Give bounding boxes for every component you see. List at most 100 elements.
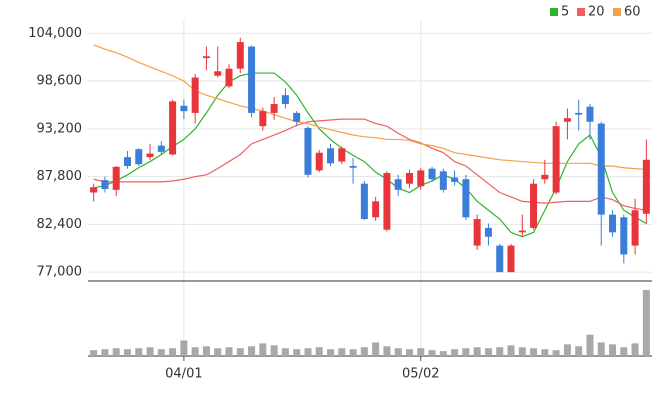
candle-body — [484, 227, 492, 237]
candle-body — [372, 201, 380, 218]
volume-bar — [349, 349, 357, 356]
candle-body — [225, 68, 233, 87]
candle-body — [575, 112, 583, 115]
volume-bar — [180, 340, 188, 356]
volume-bar — [101, 349, 109, 356]
volume-bar — [304, 348, 312, 356]
candle-body — [507, 245, 515, 273]
moving-average-line — [93, 44, 647, 171]
volume-bar — [620, 347, 628, 356]
candle-body — [541, 174, 549, 180]
candle-body — [439, 171, 447, 190]
candle-body — [496, 245, 504, 273]
candle-body — [597, 123, 605, 215]
moving-average-line — [93, 118, 647, 211]
volume-bar — [293, 349, 301, 356]
volume-bar — [236, 348, 244, 356]
candle-body — [428, 168, 436, 180]
volume-bar — [281, 348, 289, 356]
volume-bar — [496, 347, 504, 356]
volume-bar — [405, 349, 413, 356]
volume-bar — [90, 350, 98, 356]
volume-bar — [383, 346, 391, 356]
candle-body — [473, 219, 481, 246]
legend-swatch — [550, 8, 558, 16]
volume-bar — [135, 348, 143, 356]
candle-body — [315, 152, 323, 171]
volume-bar — [462, 348, 470, 356]
volume-bar — [541, 349, 549, 356]
volume-bar — [259, 343, 267, 356]
legend: 5 20 60 — [550, 5, 641, 20]
candle-body — [202, 56, 210, 59]
legend-label: 20 — [588, 5, 605, 20]
candle-body — [293, 112, 301, 122]
volume-bar — [597, 342, 605, 356]
volume-bar — [428, 350, 436, 356]
candle-body — [101, 180, 109, 189]
candle-body — [518, 230, 526, 233]
volume-bar — [146, 347, 154, 356]
candle-body — [552, 126, 560, 193]
candle-body — [642, 159, 650, 214]
volume-bar — [112, 348, 120, 356]
candle-body — [236, 42, 244, 69]
volume-bar — [507, 345, 515, 356]
candle-body — [146, 153, 154, 158]
candle-body — [281, 95, 289, 105]
candle-body — [270, 104, 278, 113]
volume-bar — [191, 347, 199, 356]
candle-body — [304, 127, 312, 175]
candle-body — [135, 149, 143, 165]
volume-bar — [225, 347, 233, 356]
x-tick-label: 04/01 — [165, 367, 202, 382]
volume-bar — [202, 346, 210, 356]
volume-bar — [530, 348, 538, 356]
volume-bar — [372, 342, 380, 356]
y-tick-label: 77,000 — [37, 265, 83, 280]
candle-body — [191, 77, 199, 113]
volume-bar — [484, 348, 492, 356]
candle-body — [405, 173, 413, 184]
volume-bar — [214, 348, 222, 356]
candle-body — [327, 148, 335, 164]
volume-bar — [563, 344, 571, 356]
x-tick-label: 05/02 — [402, 367, 439, 382]
volume-bar — [394, 348, 402, 356]
volume-bar — [157, 349, 165, 356]
volume-bar — [417, 348, 425, 356]
candle-body — [123, 157, 131, 166]
y-tick-label: 93,200 — [37, 121, 83, 136]
candle-body — [360, 183, 368, 220]
volume-bar — [169, 348, 177, 356]
volume-bar — [609, 344, 617, 356]
candle-body — [417, 170, 425, 187]
volume-bar — [552, 350, 560, 356]
legend-label: 60 — [624, 5, 641, 20]
candle-body — [180, 105, 188, 112]
candle-body — [338, 148, 346, 162]
y-tick-label: 82,400 — [37, 217, 83, 232]
candle-body — [90, 187, 98, 193]
candle-body — [563, 118, 571, 122]
candle-body — [462, 179, 470, 218]
candle-body — [394, 179, 402, 190]
legend-label: 5 — [561, 5, 569, 20]
y-tick-label: 87,800 — [37, 169, 83, 184]
volume-bar — [473, 347, 481, 356]
y-tick-label: 104,000 — [28, 26, 82, 41]
legend-swatch — [577, 8, 585, 16]
volume-bar — [518, 347, 526, 356]
volume-bar — [439, 351, 447, 356]
volume-bar — [360, 347, 368, 356]
candle-body — [586, 106, 594, 122]
volume-bar — [586, 334, 594, 356]
volume-bar — [575, 346, 583, 356]
candle-body — [530, 183, 538, 228]
volume-bar — [315, 347, 323, 356]
candle-body — [383, 173, 391, 230]
volume-bar — [338, 348, 346, 356]
y-tick-label: 98,600 — [37, 74, 83, 89]
volume-bar — [270, 345, 278, 356]
